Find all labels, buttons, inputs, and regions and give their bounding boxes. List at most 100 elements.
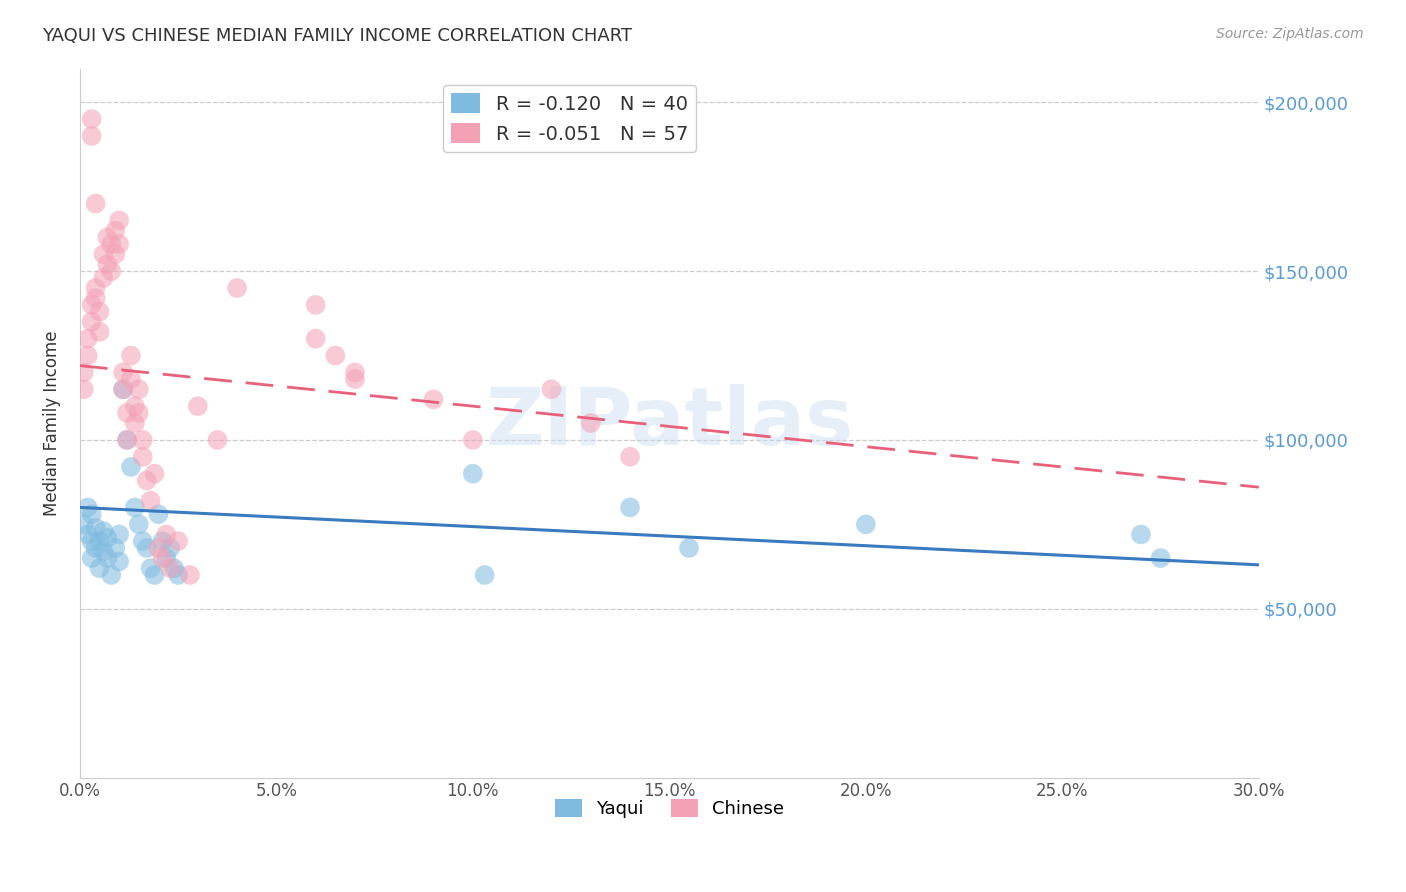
Point (108, 237, 131, 252)
Point (139, 561, 162, 575)
Point (124, 500, 146, 515)
Point (124, 416, 146, 430)
Point (108, 213, 131, 227)
Point (80, 507, 103, 521)
Point (80, 129, 103, 144)
Point (112, 365, 135, 379)
Point (112, 382, 135, 396)
Point (187, 399, 209, 413)
Point (84, 281, 107, 295)
Point (148, 541, 170, 555)
Point (1129, 527, 1152, 541)
Point (80, 315, 103, 329)
Point (76, 332, 98, 346)
Point (84, 196, 107, 211)
Point (678, 541, 700, 555)
Point (89, 561, 111, 575)
Point (104, 247, 127, 261)
Point (96, 531, 118, 545)
Point (343, 372, 366, 386)
Point (135, 541, 157, 555)
Point (84, 291, 107, 305)
Point (73, 517, 96, 532)
Point (93, 524, 115, 538)
Point (80, 112, 103, 127)
Point (115, 433, 138, 447)
Point (100, 264, 122, 278)
Point (152, 534, 174, 549)
Point (128, 382, 150, 396)
Point (422, 392, 444, 407)
Point (115, 406, 138, 420)
Point (343, 365, 366, 379)
Point (855, 517, 877, 532)
Y-axis label: Median Family Income: Median Family Income (44, 330, 60, 516)
Text: YAQUI VS CHINESE MEDIAN FAMILY INCOME CORRELATION CHART: YAQUI VS CHINESE MEDIAN FAMILY INCOME CO… (42, 27, 633, 45)
Point (76, 349, 98, 363)
Point (619, 500, 641, 515)
Point (73, 382, 96, 396)
Point (124, 399, 146, 413)
Point (128, 517, 150, 532)
Point (76, 527, 98, 541)
Point (108, 527, 131, 541)
Point (152, 551, 174, 566)
Point (89, 304, 111, 318)
Point (159, 541, 181, 555)
Point (1149, 551, 1171, 566)
Point (93, 270, 115, 285)
Point (76, 500, 98, 515)
Point (155, 527, 177, 541)
Point (132, 433, 155, 447)
Point (128, 406, 150, 420)
Legend: Yaqui, Chinese: Yaqui, Chinese (547, 791, 792, 825)
Point (80, 551, 103, 566)
Point (579, 416, 602, 430)
Point (112, 382, 135, 396)
Point (461, 433, 484, 447)
Point (93, 247, 115, 261)
Point (167, 568, 190, 582)
Point (120, 459, 142, 474)
Point (207, 433, 229, 447)
Point (132, 450, 155, 464)
Point (100, 568, 122, 582)
Point (115, 433, 138, 447)
Point (89, 534, 111, 549)
Point (84, 521, 107, 535)
Point (323, 349, 346, 363)
Point (474, 568, 496, 582)
Point (104, 541, 127, 555)
Point (139, 493, 162, 508)
Point (80, 534, 103, 549)
Point (461, 467, 484, 481)
Point (143, 568, 166, 582)
Text: Source: ZipAtlas.com: Source: ZipAtlas.com (1216, 27, 1364, 41)
Point (155, 551, 177, 566)
Point (73, 365, 96, 379)
Point (179, 568, 201, 582)
Point (226, 281, 249, 295)
Point (96, 551, 118, 566)
Point (167, 534, 190, 549)
Text: ZIPatlas: ZIPatlas (485, 384, 853, 462)
Point (96, 257, 118, 271)
Point (96, 230, 118, 244)
Point (100, 237, 122, 252)
Point (89, 325, 111, 339)
Point (132, 534, 155, 549)
Point (120, 372, 142, 386)
Point (80, 298, 103, 312)
Point (540, 382, 562, 396)
Point (108, 554, 131, 568)
Point (84, 541, 107, 555)
Point (120, 349, 142, 363)
Point (159, 561, 181, 575)
Point (619, 450, 641, 464)
Point (148, 507, 170, 521)
Point (104, 224, 127, 238)
Point (135, 474, 157, 488)
Point (305, 298, 328, 312)
Point (93, 544, 115, 558)
Point (143, 467, 166, 481)
